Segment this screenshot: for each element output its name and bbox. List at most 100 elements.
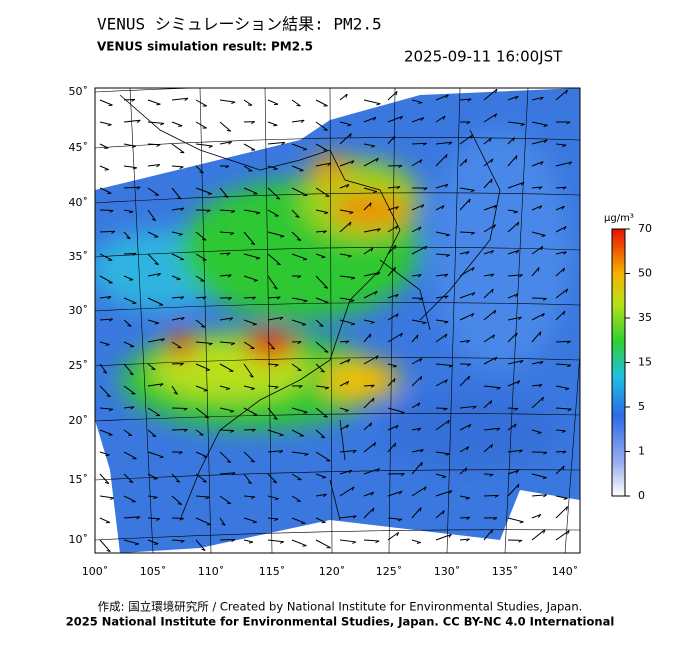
wind-arrow — [411, 159, 423, 167]
wind-arrow — [147, 539, 159, 545]
wind-arrow — [483, 250, 494, 255]
wind-arrow — [555, 340, 571, 343]
wind-arrow — [531, 396, 544, 409]
wind-arrow-head — [280, 235, 285, 238]
colorbar-label: 5 — [638, 400, 645, 413]
wind-arrow-head — [563, 251, 567, 255]
wind-arrow — [339, 319, 356, 325]
wind-arrow-head — [132, 167, 137, 170]
wind-arrow-head — [471, 313, 475, 317]
wind-arrow-head — [517, 221, 520, 227]
wind-arrow-head — [107, 296, 112, 300]
wind-arrow-head — [131, 145, 136, 148]
wind-arrow-head — [537, 514, 542, 518]
wind-arrow — [267, 495, 279, 500]
wind-arrow-head — [444, 295, 449, 299]
wind-arrow-head — [347, 124, 352, 127]
wind-arrow — [123, 231, 131, 240]
wind-arrow — [531, 246, 544, 255]
wind-arrow — [483, 334, 495, 343]
wind-arrow — [531, 331, 542, 343]
wind-arrow-head — [178, 233, 183, 236]
wind-arrow — [315, 429, 326, 439]
wind-arrow — [171, 231, 183, 235]
lat-label: 20˚ — [69, 414, 89, 427]
wind-arrow — [411, 99, 423, 104]
wind-arrow-head — [422, 142, 427, 146]
wind-arrow-head — [128, 480, 134, 483]
wind-arrow — [267, 121, 278, 126]
wind-arrow-head — [199, 171, 204, 174]
wind-arrow — [435, 490, 453, 497]
wind-arrow — [99, 230, 115, 233]
wind-arrow-head — [351, 486, 355, 491]
wind-arrow — [435, 183, 449, 189]
credit: 作成: 国立環境研究所 / Created by National Instit… — [98, 600, 583, 614]
wind-arrow — [459, 516, 470, 519]
wind-arrow-head — [275, 197, 281, 200]
wind-arrow-head — [351, 277, 356, 280]
wind-arrow-head — [129, 211, 134, 214]
wind-arrow-head — [537, 432, 542, 434]
wind-arrow-head — [205, 496, 210, 500]
wind-arrow-head — [272, 481, 277, 484]
pm25-field — [95, 130, 570, 470]
wind-arrow-head — [514, 423, 517, 428]
wind-arrow-head — [176, 278, 181, 281]
wind-arrow — [555, 251, 567, 255]
wind-arrow — [219, 429, 234, 432]
wind-arrow — [507, 181, 525, 189]
wind-arrow — [483, 113, 497, 123]
wind-arrow-head — [396, 186, 401, 190]
wind-arrow-head — [303, 411, 308, 414]
wind-arrow — [339, 407, 349, 411]
wind-arrow — [411, 142, 427, 145]
wind-arrow-head — [392, 365, 397, 368]
wind-arrow — [243, 473, 252, 484]
wind-arrow-head — [515, 332, 518, 337]
wind-arrow — [363, 539, 380, 542]
wind-arrow — [459, 134, 473, 145]
wind-arrow — [531, 267, 540, 277]
wind-arrow — [363, 491, 374, 497]
wind-arrow-head — [518, 316, 522, 321]
wind-arrow — [147, 231, 159, 238]
wind-arrow — [171, 253, 185, 260]
wind-arrow-head — [395, 425, 399, 429]
wind-arrow-head — [321, 256, 326, 259]
wind-arrow-head — [154, 263, 159, 266]
wind-arrow — [315, 319, 324, 327]
wind-arrow-head — [153, 496, 158, 500]
wind-arrow — [99, 318, 113, 321]
wind-arrow-head — [373, 442, 377, 447]
wind-arrow — [339, 133, 352, 145]
wind-arrow-head — [276, 296, 281, 300]
wind-arrow — [555, 495, 568, 499]
wind-arrow-head — [394, 267, 396, 272]
wind-arrow — [243, 319, 257, 325]
wind-arrow — [339, 340, 350, 343]
wind-arrow — [483, 288, 494, 299]
wind-arrow — [315, 209, 329, 214]
lat-label: 30˚ — [69, 304, 89, 317]
wind-arrow — [123, 341, 135, 347]
wind-arrow — [507, 517, 524, 523]
wind-arrow — [531, 297, 547, 300]
wind-arrow — [435, 363, 453, 367]
wind-arrow-head — [540, 96, 544, 101]
wind-arrow — [339, 539, 357, 543]
wind-arrow — [435, 510, 445, 519]
wind-arrow-head — [108, 318, 113, 322]
wind-arrow-head — [418, 226, 422, 231]
wind-arrow-head — [324, 387, 329, 390]
wind-arrow — [555, 143, 567, 146]
wind-arrow — [315, 143, 328, 151]
wind-arrow — [123, 209, 134, 213]
wind-arrow — [195, 385, 208, 391]
wind-arrow-head — [566, 506, 569, 511]
wind-arrow-head — [202, 480, 207, 483]
wind-arrow — [219, 187, 229, 198]
wind-arrow — [507, 221, 520, 233]
wind-arrow-head — [493, 309, 497, 315]
